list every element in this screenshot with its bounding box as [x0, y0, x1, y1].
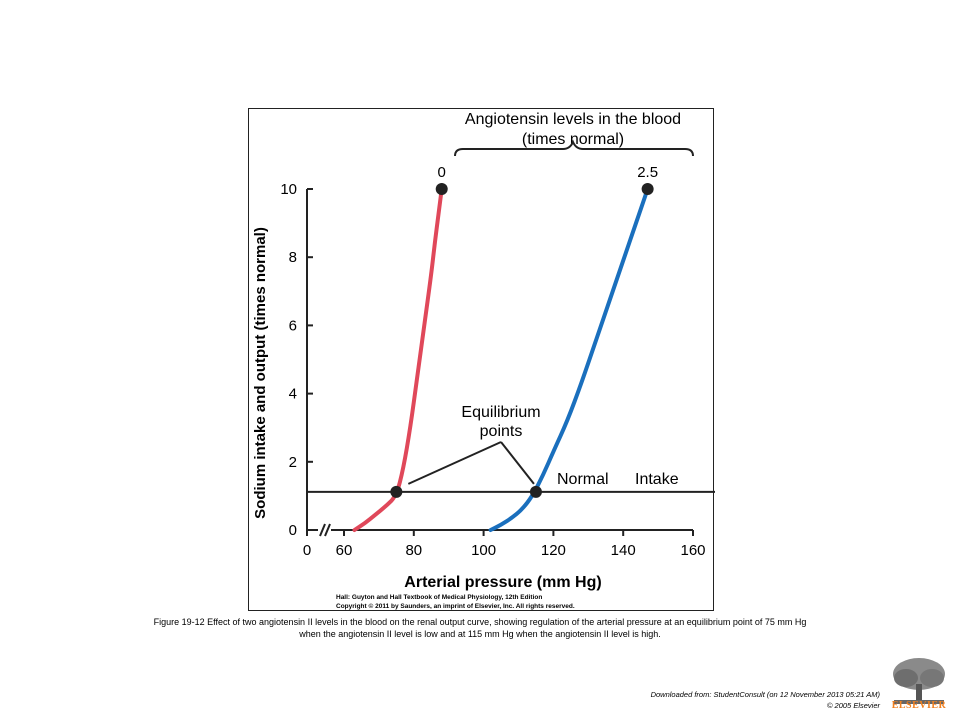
y-tick-label: 2: [289, 454, 297, 471]
y-tick-label: 4: [289, 386, 297, 403]
equilibrium-label-line-2: points: [480, 423, 523, 440]
equilibrium-label-line-1: Equilibrium: [461, 404, 540, 421]
y-tick-label: 6: [289, 317, 297, 334]
elsevier-logo-label: ELSEVIER: [891, 700, 947, 711]
series-name-label: 0: [438, 164, 446, 181]
caption-line-1: Figure 19-12 Effect of two angiotensin I…: [153, 617, 807, 627]
x-axis-label: Arterial pressure (mm Hg): [404, 574, 601, 591]
equilibrium-point: [529, 485, 542, 498]
series-curve-2-5: [488, 187, 650, 532]
source-line-2: Copyright © 2011 by Saunders, an imprint…: [336, 602, 575, 610]
caption-line-2: when the angiotensin II level is low and…: [299, 629, 661, 639]
x-tick-label: 80: [405, 542, 422, 559]
header-line-1: Angiotensin levels in the blood: [465, 111, 681, 128]
series-name-label: 2.5: [637, 164, 658, 181]
x-tick-label: 0: [303, 542, 311, 559]
equilibrium-point: [390, 485, 403, 498]
figure-panel: Angiotensin levels in the blood (times n…: [248, 108, 715, 611]
normal-intake-label-right: Intake: [635, 471, 679, 488]
download-line-2: © 2005 Elsevier: [826, 701, 880, 710]
normal-intake-label-left: Normal: [557, 471, 609, 488]
series-end-point: [641, 183, 654, 195]
series-end-point: [435, 183, 448, 195]
x-tick-label: 120: [541, 542, 566, 559]
axis-break-mark: [324, 523, 331, 537]
annotations: Normal Intake Equilibrium points: [307, 404, 715, 498]
download-info: Downloaded from: StudentConsult (on 12 N…: [651, 689, 880, 711]
x-tick-label: 60: [336, 542, 353, 559]
header-brace: [454, 139, 694, 157]
series-curve-0: [352, 187, 444, 532]
curves: 0 2.5: [352, 164, 658, 532]
y-axis-label: Sodium intake and output (times normal): [252, 227, 269, 519]
renal-output-chart: Angiotensin levels in the blood (times n…: [252, 111, 715, 610]
source-line-1: Hall: Guyton and Hall Textbook of Medica…: [336, 594, 542, 601]
y-tick-label: 8: [289, 249, 297, 266]
figure-caption: Figure 19-12 Effect of two angiotensin I…: [60, 616, 900, 640]
x-tick-label: 140: [611, 542, 636, 559]
y-tick-label: 10: [280, 181, 297, 198]
x-tick-label: 100: [471, 542, 496, 559]
axis-break-mark: [319, 523, 326, 537]
equilibrium-leader-line: [500, 441, 535, 485]
download-line-1: Downloaded from: StudentConsult (on 12 N…: [650, 690, 880, 699]
x-tick-label: 160: [680, 542, 705, 559]
equilibrium-leader-line: [407, 441, 502, 485]
y-tick-label: 0: [289, 522, 297, 539]
elsevier-tree-logo-icon: [888, 656, 950, 706]
